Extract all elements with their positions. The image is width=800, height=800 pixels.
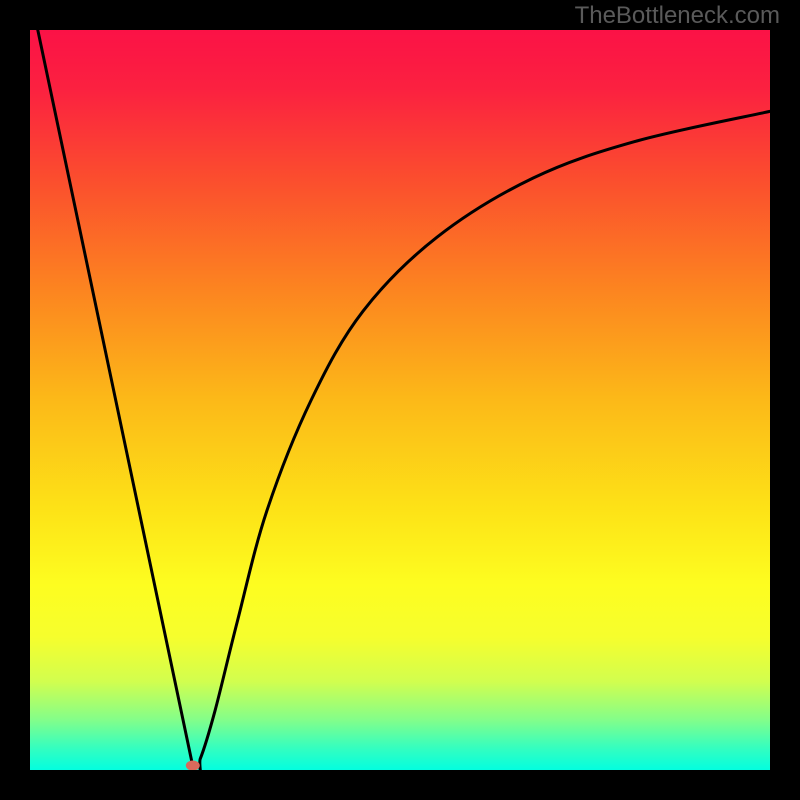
gradient-background — [30, 30, 770, 770]
watermark-text: TheBottleneck.com — [575, 2, 780, 30]
minimum-marker — [186, 761, 200, 771]
bottleneck-chart — [0, 0, 800, 800]
